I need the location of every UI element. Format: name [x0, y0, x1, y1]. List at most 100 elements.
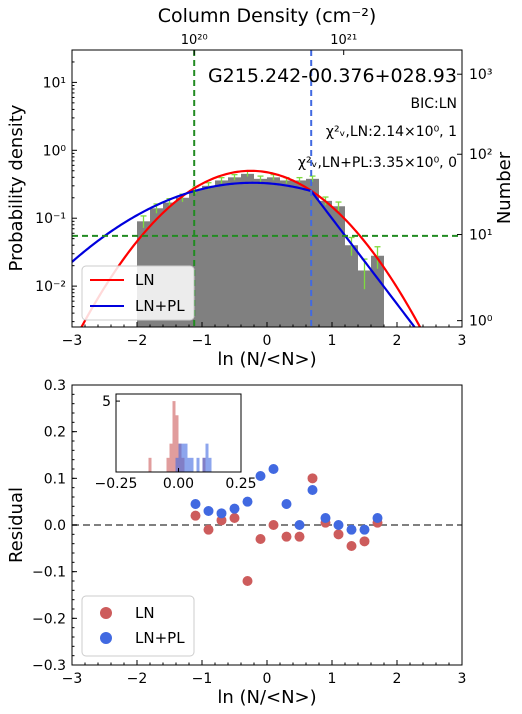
x-tick-label: 1	[328, 333, 337, 349]
top-tick-label: 10²⁰	[181, 33, 208, 48]
legend-lnpl-label: LN+PL	[135, 297, 185, 315]
x-tick-label: 2	[393, 333, 402, 349]
residual-point-ln	[346, 541, 357, 551]
inset-bar-ln-pl	[190, 457, 194, 472]
inset-bar-ln-pl	[196, 457, 200, 472]
residual-point-ln-pl	[190, 499, 201, 509]
residual-point-ln-pl	[242, 496, 253, 507]
x-tick-label: 3	[458, 671, 467, 687]
histogram-bar	[267, 177, 280, 327]
inset-bar-ln-pl	[175, 457, 179, 472]
inset-bar-ln	[172, 401, 176, 472]
bottom-plot-area	[72, 464, 462, 586]
bic-annotation: BIC:LN	[411, 96, 458, 112]
inset-bar-ln	[169, 443, 173, 472]
residual-point-ln-pl	[268, 464, 279, 474]
residual-point-ln-pl	[203, 506, 214, 516]
residual-point-ln	[229, 513, 240, 523]
chi2-ln-annotation: χ²ᵥ,LN:2.14×10⁰, 1	[326, 124, 457, 140]
bottom-axes: −3 −2 −1 0 1 2 3 −0.3 −0.2 −0.1 0.0 0.1 0.2 0.3	[32, 378, 466, 687]
y-tick-label: 0.1	[44, 471, 66, 487]
bottom-x-axis-label: ln (N/<N>)	[217, 687, 316, 708]
x-tick-label: −1	[192, 333, 213, 349]
inset-x-tick-label: 0.25	[225, 476, 256, 492]
x-tick-label: −3	[62, 333, 83, 349]
legend-ln-label-bottom: LN	[135, 604, 155, 622]
inset-bar-ln-pl	[208, 457, 212, 472]
top-x-axis-label: ln (N/<N>)	[217, 349, 316, 370]
y-tick-label: −0.1	[32, 565, 66, 581]
histogram-bar	[332, 206, 345, 327]
x-tick-label: 3	[458, 333, 467, 349]
histogram-bar	[241, 173, 254, 327]
y2-tick-label: 10⁰	[469, 314, 493, 330]
residual-point-ln	[242, 576, 253, 586]
residual-point-ln	[294, 531, 305, 542]
y2-tick-label: 10¹	[469, 228, 492, 244]
inset-bar-ln	[148, 457, 152, 472]
inset-bar-ln	[175, 415, 179, 472]
histogram-bar	[254, 178, 267, 327]
inset-x-tick-label: 0.00	[163, 476, 194, 492]
inset-histogram: −0.25 0.00 0.25 5	[95, 393, 257, 492]
legend-ln-marker	[100, 607, 112, 619]
inset-bar-ln-pl	[184, 443, 188, 472]
x-tick-label: 0	[263, 671, 272, 687]
y2-tick-label: 10²	[469, 147, 492, 163]
inset-bar-ln	[166, 457, 170, 472]
histogram-bar	[293, 180, 306, 327]
x-tick-label: −2	[127, 671, 148, 687]
bottom-legend: LN LN+PL	[81, 595, 195, 657]
x-tick-label: −3	[62, 671, 83, 687]
residual-point-ln-pl	[333, 520, 344, 530]
inset-bar-ln-pl	[205, 443, 209, 472]
residual-point-ln	[216, 515, 227, 526]
residual-point-ln	[190, 510, 201, 521]
histogram-bar	[228, 177, 241, 327]
chi2-lnpl-annotation: χ²ᵥ,LN+PL:3.35×10⁰, 0	[298, 155, 457, 171]
residual-point-ln-pl	[320, 513, 331, 523]
legend-lnpl-marker	[100, 632, 112, 644]
histogram-bar	[345, 245, 358, 327]
inset-bar-ln-pl	[181, 443, 185, 472]
residual-point-ln-pl	[346, 524, 357, 535]
inset-x-tick-label: −0.25	[95, 476, 138, 492]
y-tick-label: 0.3	[44, 378, 66, 394]
residual-point-ln	[333, 529, 344, 540]
top-y-axis-label: Probability density	[6, 104, 27, 271]
legend-lnpl-label-bottom: LN+PL	[135, 629, 185, 647]
residual-point-ln-pl	[281, 499, 292, 509]
right-y-axis-label: Number	[494, 151, 515, 224]
y-tick-label: 10⁰	[43, 143, 67, 159]
residual-point-ln	[268, 520, 279, 530]
model-curve-ln	[80, 169, 422, 327]
x-tick-label: 0	[263, 333, 272, 349]
x-tick-label: −1	[192, 671, 213, 687]
residual-point-ln-pl	[359, 524, 370, 535]
y-tick-label: −0.3	[32, 658, 66, 674]
x-tick-label: 1	[328, 671, 337, 687]
residual-point-ln-pl	[216, 508, 227, 519]
x-tick-label: 2	[393, 671, 402, 687]
top-axes: −3 −2 −1 0 1 2 3 10⁻² 10⁻¹ 10⁰ 10¹ 10⁰ 10¹ 10² 10³ 10²⁰…	[35, 33, 493, 349]
y-tick-label: 0.0	[44, 518, 66, 534]
inset-axes: −0.25 0.00 0.25 5	[95, 394, 257, 492]
top-tick-label: 10²¹	[330, 33, 357, 48]
top-plot-area	[72, 50, 462, 327]
y-tick-label: 10⁻²	[35, 279, 66, 295]
residual-point-ln	[307, 473, 318, 484]
top-legend: LN LN+PL	[81, 265, 195, 321]
chart-title: G215.242-00.376+028.93	[208, 65, 457, 87]
residual-point-ln	[255, 534, 266, 544]
histogram-bar	[306, 178, 319, 327]
y-tick-label: 0.2	[44, 425, 66, 441]
inset-plot-area	[148, 401, 212, 472]
residual-point-ln-pl	[229, 503, 240, 514]
inset-bar-ln-pl	[178, 443, 182, 472]
y-tick-label: −0.2	[32, 611, 66, 627]
legend-ln-label: LN	[135, 271, 155, 289]
y-tick-label: 10¹	[43, 75, 66, 91]
y2-tick-label: 10³	[469, 67, 492, 83]
bottom-panel: −3 −2 −1 0 1 2 3 −0.3 −0.2 −0.1 0.0 0.1 0.2 0.3 ln (N…	[6, 378, 466, 708]
